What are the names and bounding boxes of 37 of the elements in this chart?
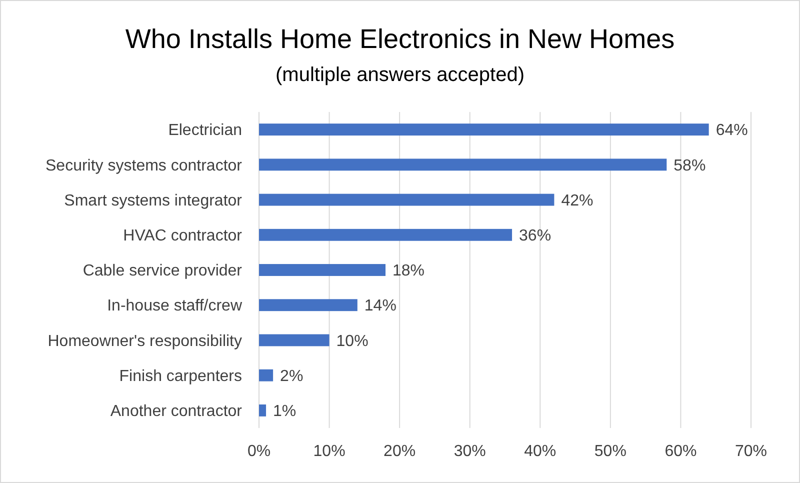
y-tick-label: Homeowner's responsibility <box>48 332 242 350</box>
y-tick-label: Cable service provider <box>82 262 243 280</box>
y-tick-label: In-house staff/crew <box>107 298 242 315</box>
data-label: 36% <box>519 227 552 244</box>
bar <box>259 264 386 276</box>
y-tick-label: Smart systems integrator <box>64 192 243 210</box>
bar <box>259 228 512 241</box>
data-label: 18% <box>392 262 425 280</box>
x-tick-label: 10% <box>313 443 346 460</box>
data-label: 14% <box>364 298 396 315</box>
data-label: 1% <box>273 403 296 420</box>
data-label: 2% <box>280 368 304 385</box>
data-label: 64% <box>716 122 748 140</box>
x-tick-label: 20% <box>384 443 416 460</box>
bar <box>259 299 358 312</box>
x-tick-label: 30% <box>454 443 486 460</box>
bar <box>259 334 330 346</box>
data-label: 10% <box>336 332 368 350</box>
chart-title: Who Installs Home Electronics in New Homes <box>125 24 675 54</box>
x-tick-label: 70% <box>734 443 768 460</box>
data-label: 42% <box>561 192 594 210</box>
bar <box>259 404 266 416</box>
y-tick-label: Security systems contractor <box>46 157 243 174</box>
chart-subtitle: (multiple answers accepted) <box>276 64 524 86</box>
y-tick-label: Finish carpenters <box>119 368 242 385</box>
x-tick-label: 40% <box>524 443 556 460</box>
y-tick-label: HVAC contractor <box>123 227 243 244</box>
x-tick-label: 60% <box>664 443 697 460</box>
bar <box>259 194 554 206</box>
y-tick-label: Electrician <box>168 122 242 140</box>
bar <box>259 158 667 171</box>
data-label: 58% <box>674 157 706 174</box>
x-tick-label: 0% <box>247 443 271 460</box>
y-tick-label: Another contractor <box>110 403 243 420</box>
bar <box>259 369 274 382</box>
bar <box>259 124 709 136</box>
x-tick-label: 50% <box>594 443 626 460</box>
